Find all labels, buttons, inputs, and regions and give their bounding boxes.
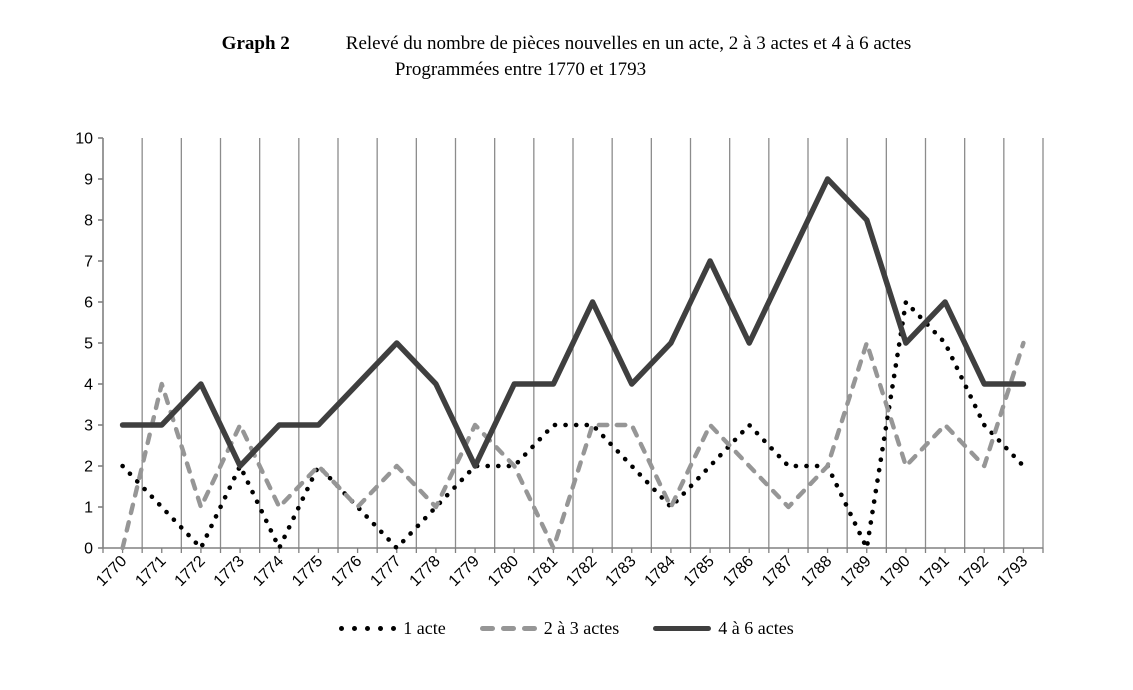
x-axis-label: 1793 bbox=[994, 553, 1031, 590]
bar-glyph bbox=[653, 626, 712, 631]
x-axis-label: 1773 bbox=[211, 553, 248, 590]
dot-glyph bbox=[378, 626, 384, 631]
legend-item-4-6-actes: 4 à 6 actes bbox=[653, 618, 794, 639]
y-axis-label: 8 bbox=[84, 213, 93, 230]
x-axis-label: 1775 bbox=[289, 553, 326, 590]
chart-subtitle: Programmées entre 1770 et 1793 bbox=[394, 59, 647, 80]
dash-glyph bbox=[521, 626, 537, 631]
dash-glyph bbox=[479, 626, 495, 631]
dotted-line-sample-icon bbox=[339, 626, 397, 631]
chart-title-label: Graph 2 bbox=[221, 33, 290, 54]
x-axis-label: 1789 bbox=[837, 553, 874, 590]
y-axis-label: 5 bbox=[84, 336, 93, 353]
x-axis-label: 1788 bbox=[798, 553, 835, 590]
x-axis-label: 1786 bbox=[720, 553, 757, 590]
x-axis-label: 1774 bbox=[250, 553, 287, 590]
solid-line-sample-icon bbox=[653, 626, 712, 631]
y-axis-label: 9 bbox=[84, 172, 93, 189]
dot-glyph bbox=[352, 626, 358, 631]
chart-title: Graph 2 Relevé du nombre de pièces nouve… bbox=[0, 32, 1133, 56]
x-axis-label: 1783 bbox=[602, 553, 639, 590]
x-axis-label: 1777 bbox=[367, 553, 404, 590]
y-axis-label: 6 bbox=[84, 295, 93, 312]
x-axis-label: 1784 bbox=[642, 553, 679, 590]
y-axis-label: 7 bbox=[84, 254, 93, 271]
y-axis-label: 2 bbox=[84, 459, 93, 476]
x-axis-label: 1791 bbox=[916, 553, 953, 590]
x-axis-label: 1776 bbox=[328, 553, 365, 590]
x-axis-label: 1792 bbox=[955, 553, 992, 590]
dashed-line-sample-icon bbox=[479, 626, 537, 631]
legend-label: 4 à 6 actes bbox=[718, 618, 794, 638]
x-axis-label: 1771 bbox=[132, 553, 169, 590]
legend-label: 2 à 3 actes bbox=[543, 618, 620, 638]
legend-item-2-3-actes: 2 à 3 actes bbox=[479, 618, 620, 639]
x-axis-label: 1785 bbox=[681, 553, 718, 590]
y-axis-label: 1 bbox=[84, 500, 93, 517]
x-axis-label: 1780 bbox=[485, 553, 522, 590]
x-axis-label: 1790 bbox=[877, 553, 914, 590]
x-axis-label: 1778 bbox=[407, 553, 444, 590]
x-axis-label: 1770 bbox=[93, 553, 130, 590]
x-axis-label: 1781 bbox=[524, 553, 561, 590]
series-line-solid bbox=[119, 176, 1027, 469]
legend-item-1-acte: 1 acte bbox=[339, 618, 446, 639]
y-axis-label: 4 bbox=[84, 377, 93, 394]
x-axis-label: 1772 bbox=[172, 553, 209, 590]
x-axis-label: 1779 bbox=[446, 553, 483, 590]
y-axis-label: 0 bbox=[84, 541, 93, 558]
dot-glyph bbox=[339, 626, 345, 631]
legend: 1 acte 2 à 3 actes 4 à 6 actes bbox=[0, 618, 1133, 639]
y-axis-label: 3 bbox=[84, 418, 93, 435]
series-line-dashed bbox=[120, 340, 1026, 551]
dot-glyph bbox=[391, 626, 397, 631]
y-axis-label: 10 bbox=[75, 131, 93, 148]
legend-label: 1 acte bbox=[403, 618, 446, 638]
x-axis-label: 1782 bbox=[563, 553, 600, 590]
x-axis-label: 1787 bbox=[759, 553, 796, 590]
dash-glyph bbox=[500, 626, 516, 631]
chart-title-text: Relevé du nombre de pièces nouvelles en … bbox=[345, 33, 912, 54]
dot-glyph bbox=[365, 626, 371, 631]
